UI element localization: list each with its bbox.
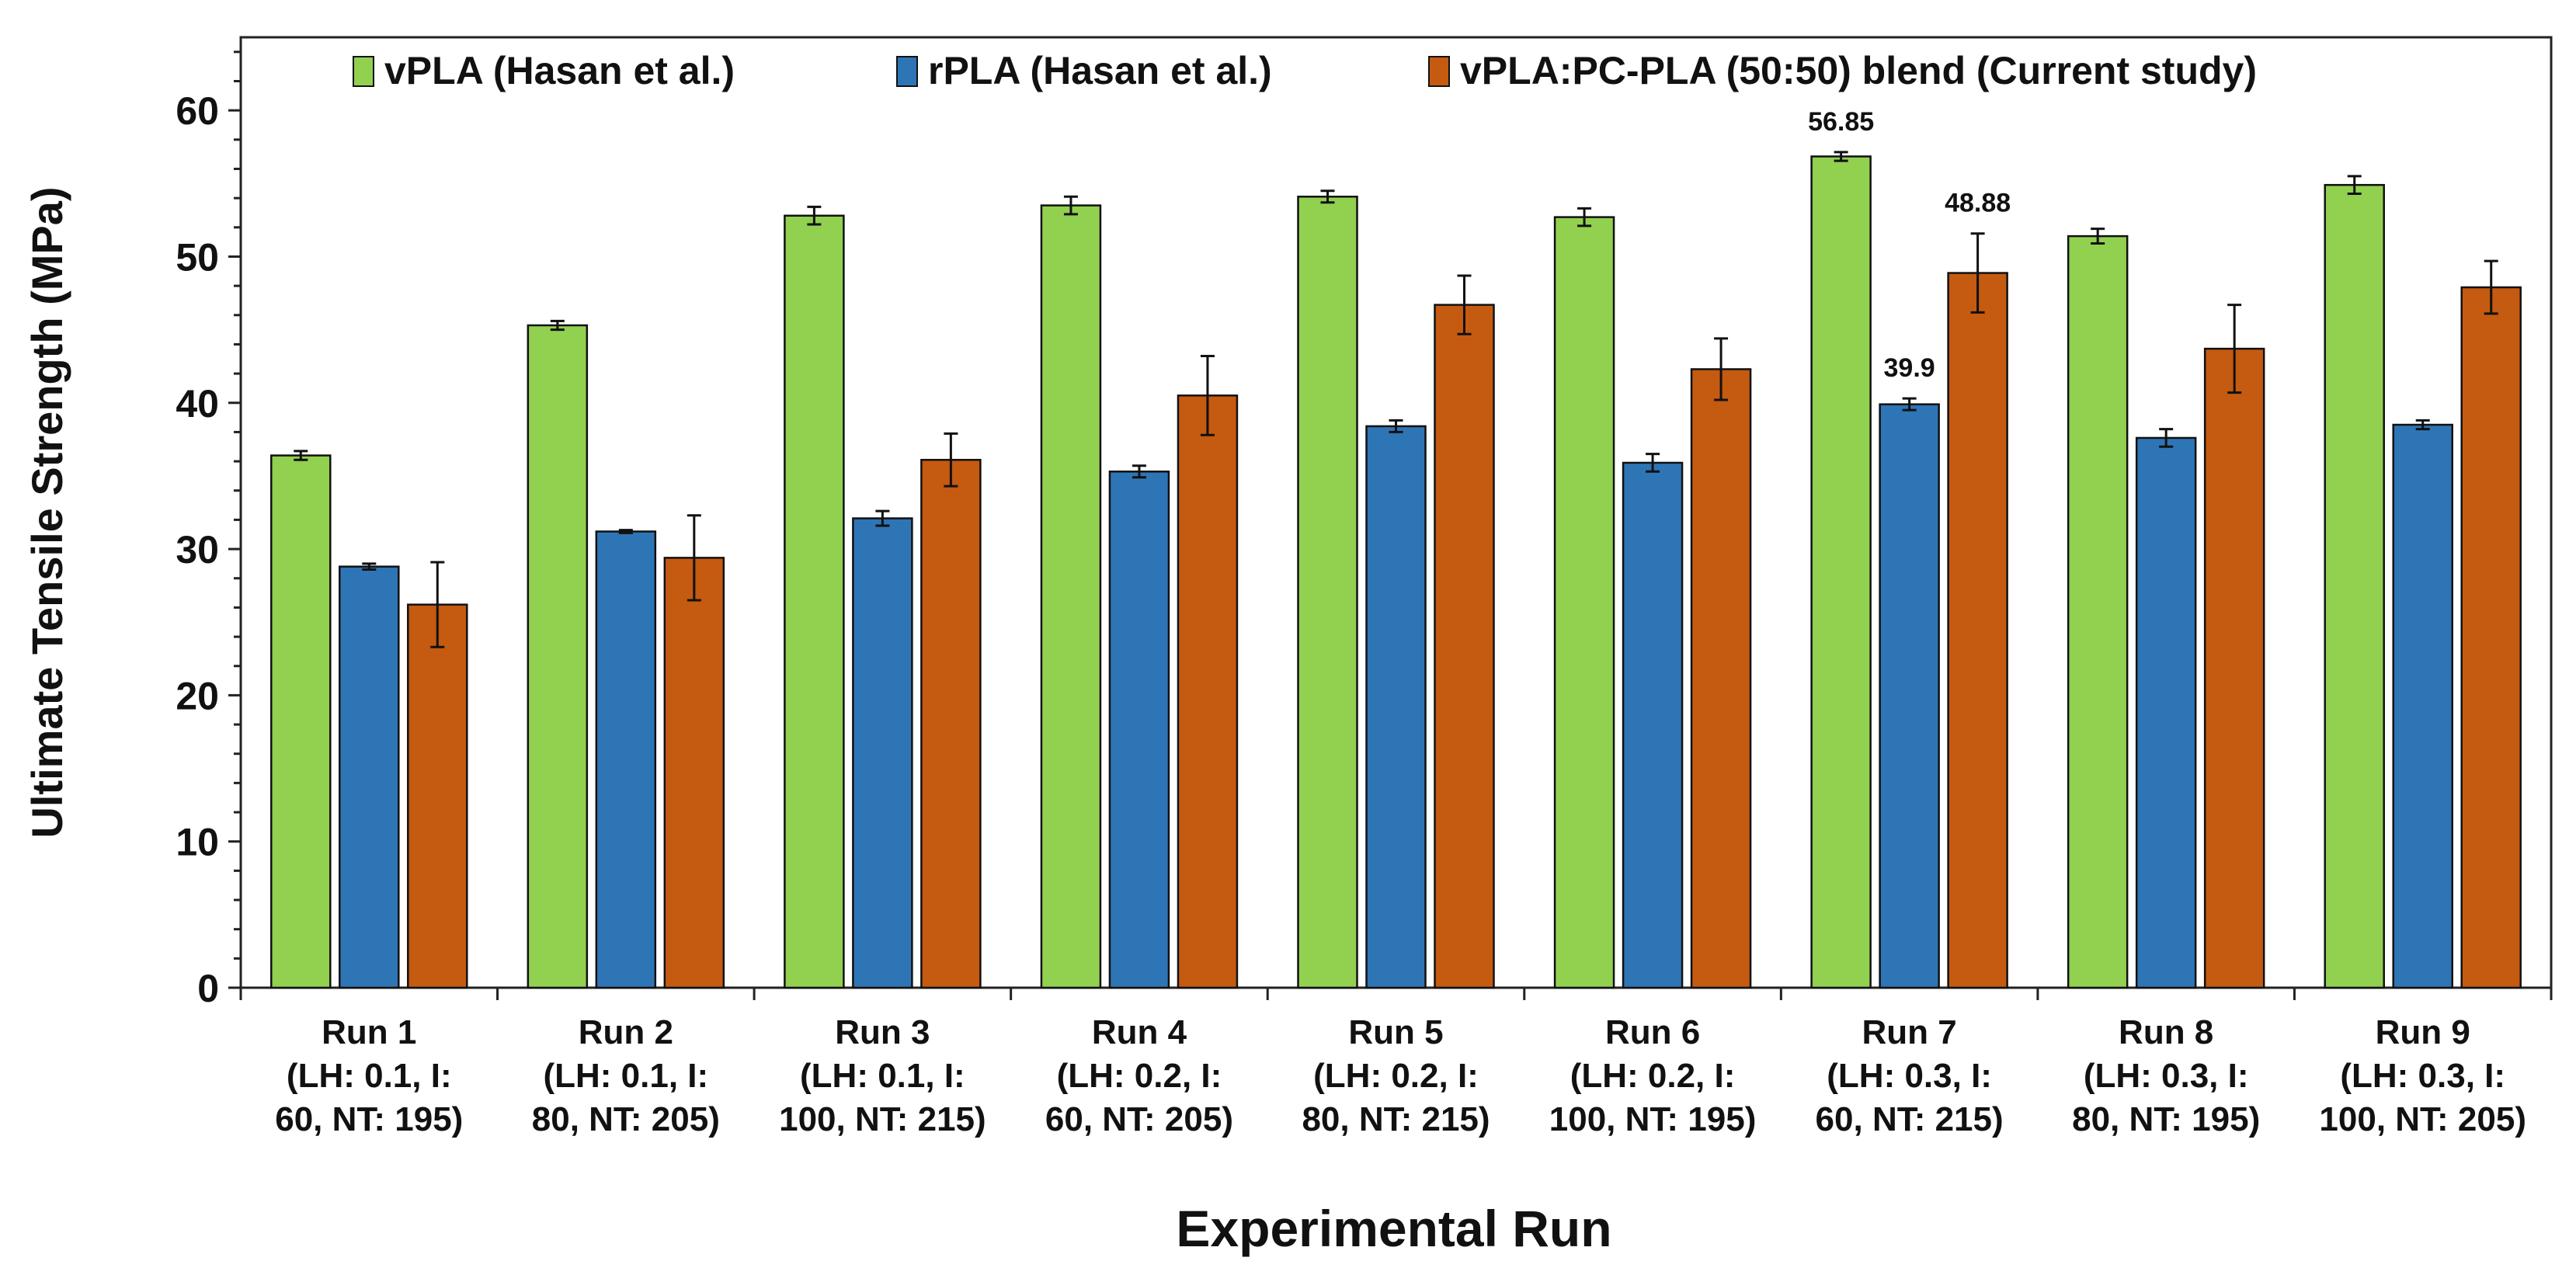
y-tick-label: 60 [176, 89, 219, 133]
bar [784, 214, 845, 989]
bar [270, 454, 332, 989]
bars [270, 155, 2522, 989]
bar [1879, 403, 1940, 989]
x-category-label-line: 80, NT: 215) [1302, 1100, 1490, 1138]
legend-swatch [1428, 56, 1450, 87]
x-category-label: Run 1 (LH: 0.1, I: 60, NT: 195) [275, 1013, 463, 1138]
y-tick-label: 30 [176, 528, 219, 572]
x-category-label-line: 100, NT: 195) [1549, 1100, 1757, 1138]
x-category-label: Run 5 (LH: 0.2, I: 80, NT: 215) [1302, 1013, 1490, 1138]
x-category-label-line: Run 9 [2376, 1013, 2470, 1051]
x-category-label: Run 8 (LH: 0.3, I: 80, NT: 195) [2072, 1013, 2260, 1138]
y-tick-label: 10 [176, 821, 219, 864]
x-category-label-line: Run 3 [835, 1013, 930, 1051]
legend: vPLA (Hasan et al.) rPLA (Hasan et al.) vP… [353, 49, 2257, 92]
data-label: 48.88 [1945, 189, 2011, 218]
x-category-label: Run 6 (LH: 0.2, I: 100, NT: 195) [1549, 1013, 1757, 1138]
bar [2203, 347, 2265, 989]
x-category-label-line: 60, NT: 195) [275, 1100, 463, 1138]
y-axis-title: Ultimate Tensile Strength (MPa) [23, 186, 71, 838]
x-category-label-line: 100, NT: 205) [2319, 1100, 2526, 1138]
bar [1297, 196, 1358, 989]
x-category-label: Run 9 (LH: 0.3, I: 100, NT: 205) [2319, 1013, 2526, 1138]
x-category-label-line: 100, NT: 215) [779, 1100, 986, 1138]
bar [1040, 204, 1102, 989]
bar [2135, 436, 2197, 989]
bar [1553, 216, 1615, 989]
bar [1622, 461, 1684, 989]
bar [663, 557, 725, 989]
x-category-label-line: (LH: 0.3, I: [2340, 1057, 2505, 1095]
bar [852, 517, 913, 989]
x-category-label-line: (LH: 0.3, I: [1827, 1057, 1992, 1095]
y-axis: 0 10 20 30 40 50 60 [176, 50, 241, 1010]
x-category-label-line: (LH: 0.2, I: [1570, 1057, 1736, 1095]
data-label: 56.85 [1808, 107, 1874, 137]
x-category-label-line: Run 8 [2119, 1013, 2213, 1051]
bar [2067, 235, 2129, 989]
legend-label: vPLA (Hasan et al.) [384, 49, 735, 92]
legend-swatch [353, 56, 374, 87]
x-category-label-line: 60, NT: 205) [1045, 1100, 1233, 1138]
bar [339, 565, 400, 989]
x-category-label-line: (LH: 0.2, I: [1313, 1057, 1479, 1095]
x-category-label-line: (LH: 0.3, I: [2084, 1057, 2249, 1095]
error-bars [294, 151, 2498, 648]
bar [407, 603, 468, 989]
x-category-label-line: 60, NT: 215) [1816, 1100, 2004, 1138]
x-category-label-line: Run 4 [1092, 1013, 1187, 1051]
x-category-label-line: 80, NT: 205) [532, 1100, 720, 1138]
x-category-label-line: 80, NT: 195) [2072, 1100, 2260, 1138]
data-label: 39.9 [1884, 353, 1935, 383]
legend-label: vPLA:PC-PLA (50:50) blend (Current study… [1460, 49, 2257, 92]
bar [527, 324, 589, 989]
bar [920, 458, 982, 989]
x-category-label-line: Run 1 [322, 1013, 416, 1051]
x-category-label-line: (LH: 0.1, I: [800, 1057, 965, 1095]
x-category-label-line: (LH: 0.2, I: [1057, 1057, 1222, 1095]
bar [595, 530, 657, 989]
bar [1434, 304, 1495, 989]
bar [1365, 425, 1427, 989]
legend-swatch [896, 56, 918, 87]
bar [1108, 471, 1170, 989]
bar [2460, 286, 2522, 989]
x-category-label-line: (LH: 0.1, I: [543, 1057, 708, 1095]
x-category-label-line: Run 6 [1605, 1013, 1700, 1051]
x-category-label-line: (LH: 0.1, I: [287, 1057, 452, 1095]
x-category-label: Run 2 (LH: 0.1, I: 80, NT: 205) [532, 1013, 720, 1138]
x-axis-title: Experimental Run [1176, 1200, 1611, 1257]
y-tick-label: 0 [197, 967, 219, 1010]
y-tick-label: 40 [176, 382, 219, 426]
bar [2392, 423, 2453, 989]
legend-label: rPLA (Hasan et al.) [928, 49, 1272, 92]
x-category-label-line: Run 7 [1862, 1013, 1956, 1051]
y-tick-label: 50 [176, 235, 219, 279]
bar [1690, 368, 1752, 989]
y-tick-label: 20 [176, 674, 219, 717]
bar [1177, 394, 1239, 989]
x-category-label: Run 7 (LH: 0.3, I: 60, NT: 215) [1816, 1013, 2004, 1138]
x-axis: Run 1 (LH: 0.1, I: 60, NT: 195) Run 2 (LH: 0… [239, 988, 2553, 1138]
bar [2324, 183, 2385, 989]
x-category-label: Run 3 (LH: 0.1, I: 100, NT: 215) [779, 1013, 986, 1138]
x-category-label-line: Run 5 [1348, 1013, 1443, 1051]
bar [1947, 272, 2008, 989]
x-category-label-line: Run 2 [579, 1013, 673, 1051]
bar [1810, 155, 1872, 989]
data-labels: 56.85 39.9 48.88 [1808, 107, 2011, 383]
x-category-label: Run 4 (LH: 0.2, I: 60, NT: 205) [1045, 1013, 1233, 1138]
